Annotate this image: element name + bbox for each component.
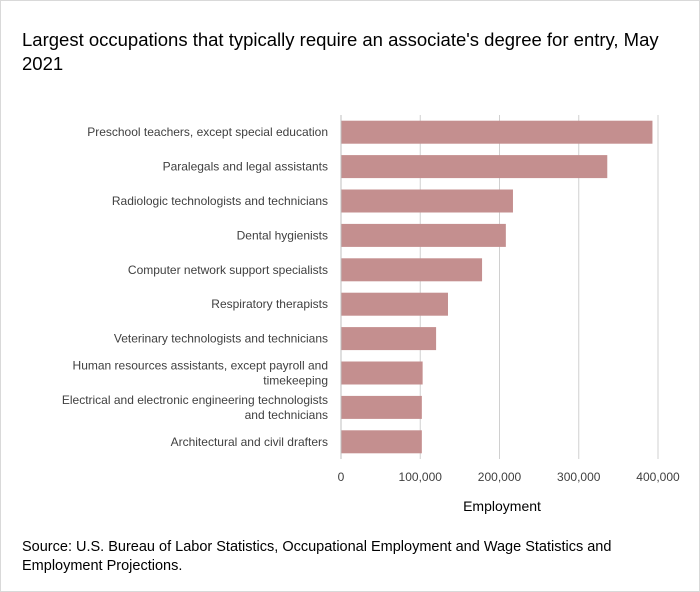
x-tick-label: 400,000 [636, 470, 680, 484]
category-label: Preschool teachers, except special educa… [87, 125, 328, 139]
x-tick-label: 0 [338, 470, 345, 484]
bar [341, 258, 483, 282]
category-label: Dental hygienists [237, 228, 328, 242]
bar [341, 223, 506, 247]
category-label: Paralegals and legal assistants [163, 160, 328, 174]
category-label: Human resources assistants, except payro… [73, 359, 328, 388]
category-label: Computer network support specialists [128, 263, 328, 277]
category-label: Electrical and electronic engineering te… [62, 393, 328, 422]
bar [341, 189, 513, 213]
bar [341, 327, 437, 351]
chart-title: Largest occupations that typically requi… [22, 29, 659, 74]
x-tick-label: 100,000 [399, 470, 443, 484]
category-label: Veterinary technologists and technicians [114, 332, 328, 346]
bar [341, 120, 653, 144]
x-axis-title: Employment [463, 498, 541, 514]
x-tick-label: 300,000 [557, 470, 601, 484]
bars [341, 120, 653, 454]
category-labels: Preschool teachers, except special educa… [62, 125, 328, 449]
bar [341, 395, 422, 419]
category-label: Architectural and civil drafters [171, 435, 328, 449]
bar [341, 430, 422, 454]
bar [341, 292, 448, 316]
category-label: Radiologic technologists and technicians [112, 194, 328, 208]
tick-labels: 0 100,000 200,000 300,000 400,000 [338, 470, 680, 484]
source-note: Source: U.S. Bureau of Labor Statistics,… [22, 539, 612, 574]
bar [341, 155, 608, 179]
category-label: Respiratory therapists [211, 297, 328, 311]
bar [341, 361, 423, 385]
x-tick-label: 200,000 [478, 470, 522, 484]
